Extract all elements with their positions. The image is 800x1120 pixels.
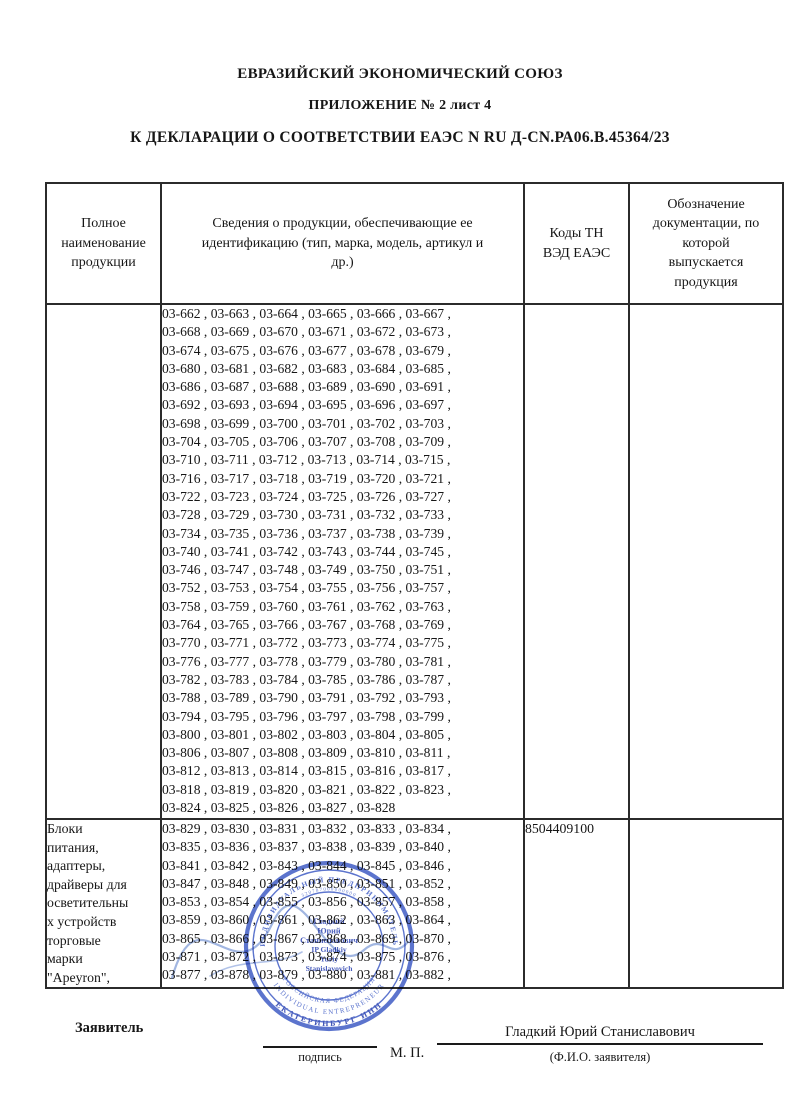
- applicant-name-caption: (Ф.И.О. заявителя): [549, 1050, 651, 1064]
- col-header-product-name: Полное наименование продукции: [45, 182, 162, 305]
- signature-caption: подпись: [298, 1050, 342, 1064]
- products-table: Полное наименование продукции Сведения о…: [45, 182, 784, 990]
- applicant-name: Гладкий Юрий Станиславович: [437, 1024, 763, 1045]
- stamp-center-name-line: Юрий: [317, 926, 340, 935]
- applicant-label: Заявитель: [75, 1020, 144, 1036]
- article-numbers-cell: 03-829 , 03-830 , 03-831 , 03-832 , 03-8…: [160, 817, 525, 990]
- stamp-center-name-line: Yuriy: [320, 955, 338, 964]
- col-header-documentation: Обозначение документации, по которой вып…: [628, 182, 784, 305]
- signature-line: [263, 1026, 377, 1048]
- stamp-center-name-line: Stanislavovich: [306, 964, 354, 973]
- declaration-number-title: К ДЕКЛАРАЦИИ О СООТВЕТСТВИИ ЕАЭС N RU Д-…: [130, 129, 670, 146]
- documentation-cell: [628, 303, 784, 820]
- table-header-row: Полное наименование продукции Сведения о…: [45, 182, 784, 305]
- tnved-code-cell: 8504409100: [523, 817, 630, 990]
- stamp-number-arc-text: 320787000000000: [301, 888, 357, 900]
- table-row: 03-662 , 03-663 , 03-664 , 03-665 , 03-6…: [45, 303, 784, 820]
- stamp-center-name-line: Гладкий: [313, 917, 345, 926]
- seal-place-label: М. П.: [390, 1045, 425, 1061]
- article-numbers-cell: 03-662 , 03-663 , 03-664 , 03-665 , 03-6…: [160, 303, 525, 820]
- stamp-inner-ring: [274, 891, 384, 1001]
- product-name-cell: Блоки питания, адаптеры, драйверы для ос…: [45, 817, 162, 990]
- stamp-center-name-line: IP Gladkiy: [311, 945, 346, 954]
- stamp-middle-ring: [252, 869, 406, 1023]
- union-title: ЕВРАЗИЙСКИЙ ЭКОНОМИЧЕСКИЙ СОЮЗ: [237, 66, 563, 82]
- table-row: Блоки питания, адаптеры, драйверы для ос…: [45, 817, 784, 990]
- stamp-outer-ring: [243, 860, 415, 1032]
- tnved-code-cell: [523, 303, 630, 820]
- col-header-tnved-code: Коды ТН ВЭД ЕАЭС: [523, 182, 630, 305]
- appendix-title: ПРИЛОЖЕНИЕ № 2 лист 4: [308, 98, 492, 113]
- col-header-product-details: Сведения о продукции, обеспечивающие ее …: [160, 182, 525, 305]
- round-stamp: ИНДИВИДУАЛЬНЫЙ ПРЕДПРИНИМАТЕЛЬ 320787000…: [243, 860, 415, 1032]
- documentation-cell: [628, 817, 784, 990]
- stamp-center-name-line: Станиславович: [300, 936, 358, 945]
- product-name-cell: [45, 303, 162, 820]
